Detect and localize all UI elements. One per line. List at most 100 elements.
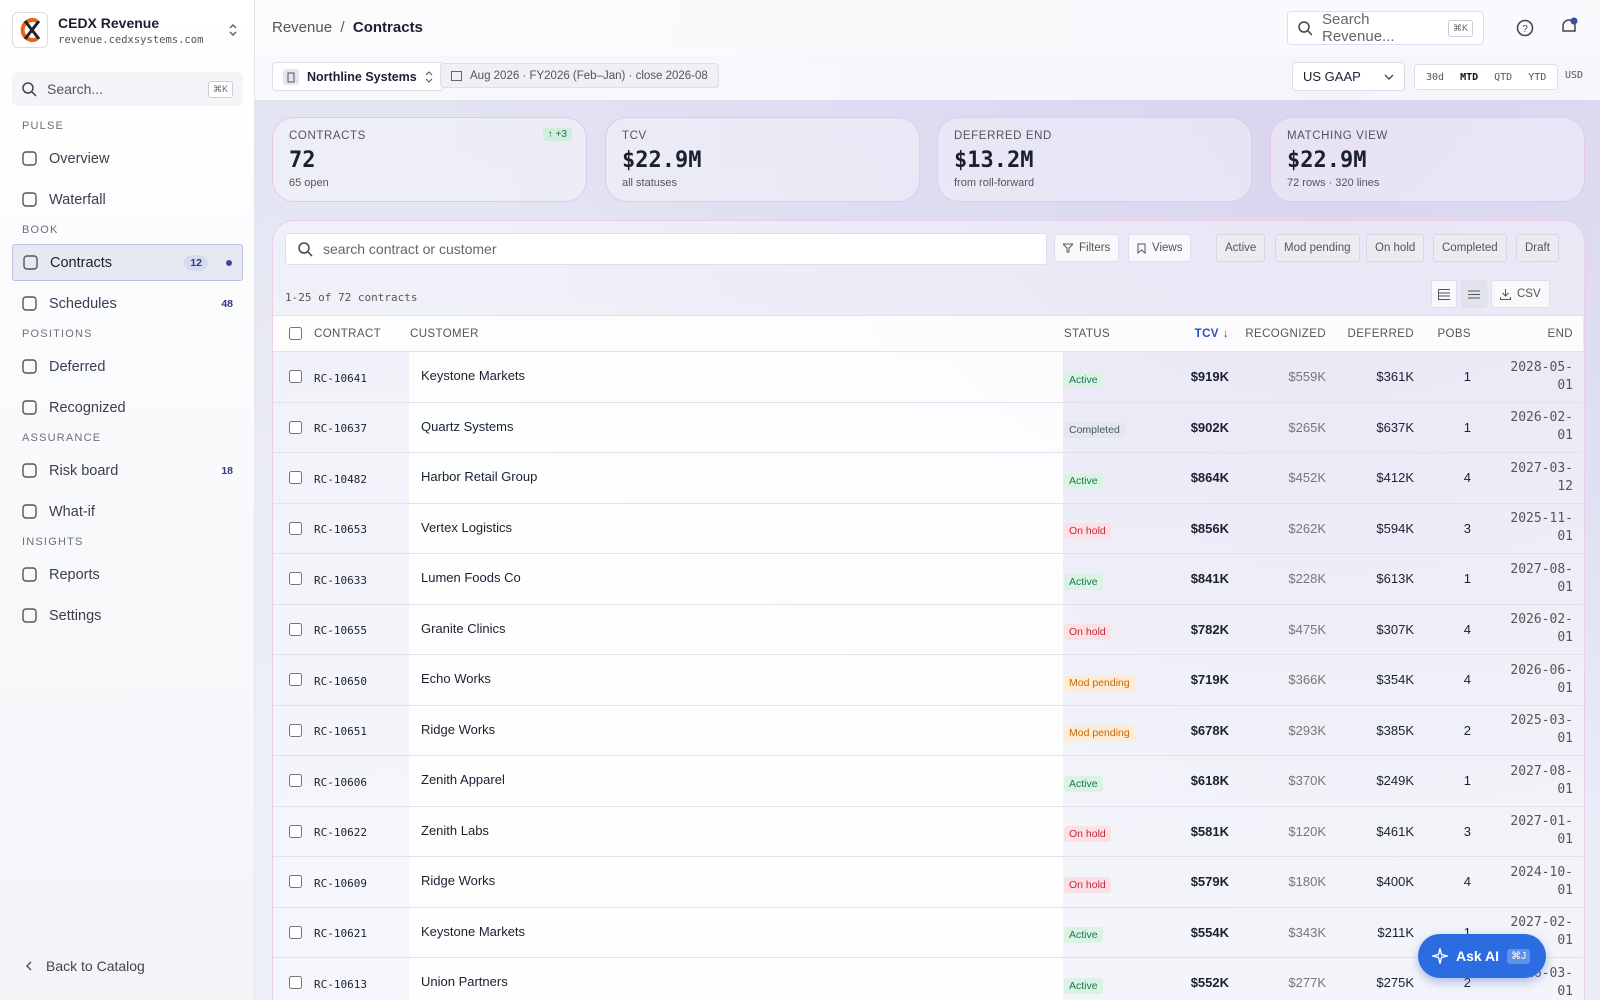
sidebar: CEDX Revenue revenue.cedxsystems.com Sear… (0, 0, 255, 1000)
nav-item[interactable]: Contracts 12 (12, 244, 243, 281)
end-cell: 2027-08-01 (1481, 553, 1583, 605)
contract-row[interactable]: RC-10622 Zenith Labs On hold $581K $120K $461… (273, 806, 1583, 857)
nav-item[interactable]: Reports (12, 556, 243, 593)
row-checkbox[interactable] (289, 521, 302, 535)
deferred: $211K (1336, 907, 1424, 958)
nav-label: Overview (49, 150, 110, 167)
contract-row[interactable]: RC-10641 Keystone Markets Active $919K $559K… (273, 351, 1583, 403)
range-option[interactable]: QTD (1494, 71, 1513, 83)
status-filter[interactable]: Active (1216, 234, 1266, 262)
column-header[interactable]: STATUS (1063, 315, 1181, 352)
density-button[interactable] (1431, 280, 1457, 308)
status-cell: On hold (1063, 604, 1181, 655)
columns-button[interactable] (1461, 280, 1487, 308)
column-header[interactable]: TCV ↓ (1181, 315, 1239, 352)
row-checkbox[interactable] (289, 673, 302, 687)
brand[interactable]: CEDX Revenue revenue.cedxsystems.com (12, 12, 203, 48)
kpi-value: $22.9M (1287, 148, 1367, 173)
row-checkbox[interactable] (289, 572, 302, 586)
kpi-card: MATCHING VIEW $22.9M 72 rows · 320 lines (1270, 117, 1585, 202)
sidebar-search[interactable]: Search... ⌘K (12, 72, 243, 106)
status-pill: Active (1064, 371, 1103, 388)
row-checkbox[interactable] (289, 774, 302, 788)
standard-select[interactable]: US GAAP (1292, 62, 1405, 91)
section-title: BOOK (22, 224, 59, 236)
tcv: $678K (1181, 705, 1239, 756)
filters-button[interactable]: Filters (1054, 234, 1120, 262)
column-header[interactable]: CUSTOMER (409, 315, 1063, 352)
nav-item[interactable]: Waterfall (12, 181, 243, 218)
csv-button[interactable]: CSV (1491, 280, 1550, 308)
row-checkbox[interactable] (289, 824, 302, 838)
contract-row[interactable]: RC-10609 Ridge Works On hold $579K $180K $400… (273, 856, 1583, 908)
switch-icon[interactable] (228, 22, 238, 38)
help-icon[interactable]: ? (1516, 19, 1534, 37)
contract-row[interactable]: RC-10637 Quartz Systems Completed $902K $265… (273, 402, 1583, 453)
logo (12, 12, 48, 48)
contract-row[interactable]: RC-10651 Ridge Works Mod pending $678K $293K… (273, 705, 1583, 756)
contract-row[interactable]: RC-10650 Echo Works Mod pending $719K $366K $… (273, 654, 1583, 706)
row-checkbox[interactable] (289, 875, 302, 889)
status-filter[interactable]: Mod pending (1275, 234, 1360, 262)
top-search[interactable]: Search Revenue... ⌘K (1287, 11, 1484, 45)
column-header[interactable]: RECOGNIZED (1239, 315, 1336, 352)
kpi-note: from roll-forward (954, 177, 1035, 189)
nav-item[interactable]: Risk board 18 (12, 452, 243, 489)
column-header[interactable]: END (1481, 315, 1583, 352)
select-all[interactable] (289, 327, 302, 340)
nav-item[interactable]: Recognized (12, 389, 243, 426)
range-option[interactable]: 30d (1426, 71, 1445, 83)
contract-row[interactable]: RC-10653 Vertex Logistics On hold $856K $262… (273, 503, 1583, 554)
entity-name: Northline Systems (307, 69, 417, 84)
row-checkbox[interactable] (289, 420, 302, 434)
views-button[interactable]: Views (1128, 234, 1192, 262)
column-header[interactable]: CONTRACT (313, 315, 409, 352)
select-cell (273, 402, 313, 453)
header-row: CONTRACT CUSTOMER STATUS TCV ↓ RECOGNIZED DEFE… (273, 315, 1583, 352)
nav-item[interactable]: Overview (12, 140, 243, 177)
status-filter[interactable]: On hold (1366, 234, 1425, 262)
recognized: $452K (1239, 452, 1336, 504)
contract-row[interactable]: RC-10613 Union Partners Active $552K $277K $2… (273, 957, 1583, 1000)
range-option[interactable]: YTD (1528, 71, 1547, 83)
column-header[interactable]: POBS (1424, 315, 1481, 352)
contract-row[interactable]: RC-10621 Keystone Markets Active $554K $343K… (273, 907, 1583, 958)
ask-ai-button[interactable]: Ask AI ⌘J (1418, 934, 1546, 978)
range-option[interactable]: MTD (1460, 71, 1479, 83)
main: Revenue / Contracts Search Revenue... ⌘K … (255, 0, 1600, 1000)
period[interactable]: Aug 2026 · FY2026 (Feb–Jan) · close 2026… (440, 63, 719, 88)
end-date: 2025-03-01 (1510, 713, 1573, 747)
table-search[interactable]: search contract or customer (285, 233, 1047, 265)
contract-row[interactable]: RC-10655 Granite Clinics On hold $782K $475K… (273, 604, 1583, 655)
pobs: 4 (1424, 604, 1481, 655)
status-cell: Completed (1063, 402, 1181, 453)
tcv: $919K (1181, 351, 1239, 403)
row-checkbox[interactable] (289, 471, 302, 485)
end-cell: 2026-06-01 (1481, 654, 1583, 706)
ask-ai-label: Ask AI (1456, 948, 1500, 964)
contract-row[interactable]: RC-10606 Zenith Apparel Active $618K $370K $2… (273, 755, 1583, 807)
contract-row[interactable]: RC-10482 Harbor Retail Group Active $864K $4… (273, 452, 1583, 504)
row-checkbox[interactable] (289, 976, 302, 990)
row-checkbox[interactable] (289, 370, 302, 384)
contract-row[interactable]: RC-10633 Lumen Foods Co Active $841K $228K $6… (273, 553, 1583, 605)
nav-item[interactable]: Settings (12, 597, 243, 634)
row-checkbox[interactable] (289, 925, 302, 939)
bell-icon[interactable] (1559, 17, 1579, 37)
nav-item[interactable]: What-if (12, 493, 243, 530)
entity-select[interactable]: Northline Systems (272, 62, 444, 91)
column-header[interactable]: DEFERRED (1336, 315, 1424, 352)
row-checkbox[interactable] (289, 622, 302, 636)
status-filter[interactable]: Completed (1433, 234, 1507, 262)
select-cell (273, 654, 313, 706)
crumb[interactable]: Revenue (272, 19, 333, 36)
nav-item[interactable]: Schedules 48 (12, 285, 243, 322)
status-cell: On hold (1063, 806, 1181, 857)
recognized: $277K (1239, 957, 1336, 1000)
status-filter[interactable]: Draft (1516, 234, 1559, 262)
back-link[interactable]: Back to Catalog (24, 958, 145, 974)
row-checkbox[interactable] (289, 723, 302, 737)
status-pill: On hold (1064, 523, 1111, 540)
nav-item[interactable]: Deferred (12, 348, 243, 385)
